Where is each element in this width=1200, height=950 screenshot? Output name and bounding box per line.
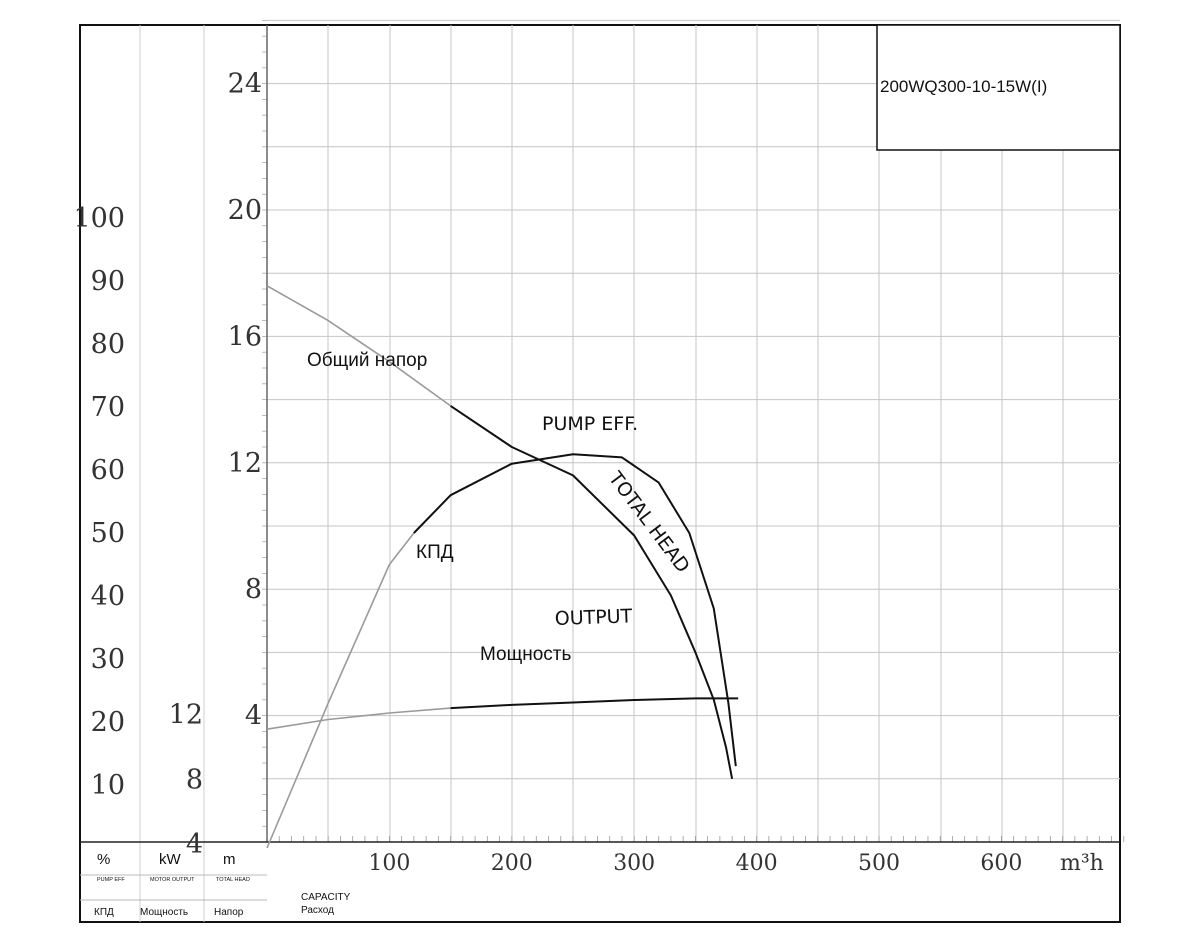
power-unit-label: kW — [159, 851, 182, 868]
head-tick-label: 16 — [228, 321, 262, 352]
head-tick-label: 20 — [228, 195, 262, 226]
head-tick-label: 24 — [228, 69, 262, 100]
power-tick-label: 12 — [169, 700, 203, 731]
x-tick-label: 600 — [980, 851, 1022, 876]
efficiency-tick-label: 30 — [91, 644, 125, 675]
head-tick-label: 4 — [245, 701, 262, 732]
x-tick-label: 300 — [613, 851, 655, 876]
head-unit-label: m — [223, 851, 236, 868]
total-head-curve — [450, 405, 734, 779]
output-power-curve-faint — [266, 707, 451, 730]
efficiency-tick-label: 50 — [91, 518, 125, 549]
chart-frame — [79, 24, 1121, 923]
x-tick-label: 500 — [858, 851, 900, 876]
pump-efficiency-curve-faint — [266, 532, 415, 849]
x-unit-label: m³h — [1060, 851, 1104, 876]
efficiency-tick-label: 60 — [91, 455, 125, 486]
head-tick-label: 8 — [245, 574, 262, 605]
power-label-ru: Мощность — [480, 644, 572, 665]
output-power-curve — [450, 697, 739, 710]
efficiency-tick-label: 100 — [73, 203, 125, 234]
x-tick-labels: 100 200 300 400 500 600 — [368, 851, 1022, 876]
series-curves — [266, 285, 739, 849]
x-axis-label-en: CAPACITY — [301, 892, 351, 903]
head-tick-labels: 4 8 12 16 20 24 — [228, 69, 262, 732]
efficiency-tick-label: 70 — [91, 392, 125, 423]
total-head-curve-faint — [266, 285, 452, 407]
head-axis-name-ru: Напор — [214, 907, 244, 918]
efficiency-tick-label: 40 — [91, 581, 125, 612]
model-label-box — [876, 24, 1121, 151]
head-axis-name-en: TOTAL HEAD — [216, 877, 250, 883]
head-tick-label: 12 — [228, 448, 262, 479]
power-axis-name-en: MOTOR OUTPUT — [150, 877, 195, 883]
x-tick-label: 200 — [491, 851, 533, 876]
head-label-ru: Общий напор — [307, 350, 427, 371]
grid — [80, 19, 1125, 922]
x-tick-label: 400 — [736, 851, 778, 876]
power-tick-labels: 4 8 12 — [169, 700, 203, 861]
power-label-en: OUTPUT — [554, 605, 633, 630]
x-axis-label-ru: Расход — [301, 905, 334, 916]
efficiency-tick-label: 10 — [91, 770, 125, 801]
power-tick-label: 4 — [186, 829, 203, 860]
power-tick-label: 8 — [186, 764, 203, 795]
eff-label-en: PUMP EFF. — [542, 413, 638, 435]
eff-label-ru: КПД — [416, 542, 454, 563]
efficiency-tick-label: 90 — [91, 266, 125, 297]
model-label: 200WQ300-10-15W(I) — [880, 77, 1047, 96]
efficiency-tick-labels: 10 20 30 40 50 60 70 80 90 100 — [73, 203, 125, 801]
efficiency-tick-label: 80 — [91, 329, 125, 360]
pump-efficiency-curve — [413, 453, 737, 767]
power-axis-name-ru: Мощность — [140, 907, 188, 918]
eff-unit-label: % — [97, 851, 110, 868]
efficiency-tick-label: 20 — [91, 707, 125, 738]
eff-axis-name-en: PUMP EFF — [97, 877, 125, 883]
x-tick-label: 100 — [368, 851, 410, 876]
eff-axis-name-ru: КПД — [94, 907, 114, 918]
